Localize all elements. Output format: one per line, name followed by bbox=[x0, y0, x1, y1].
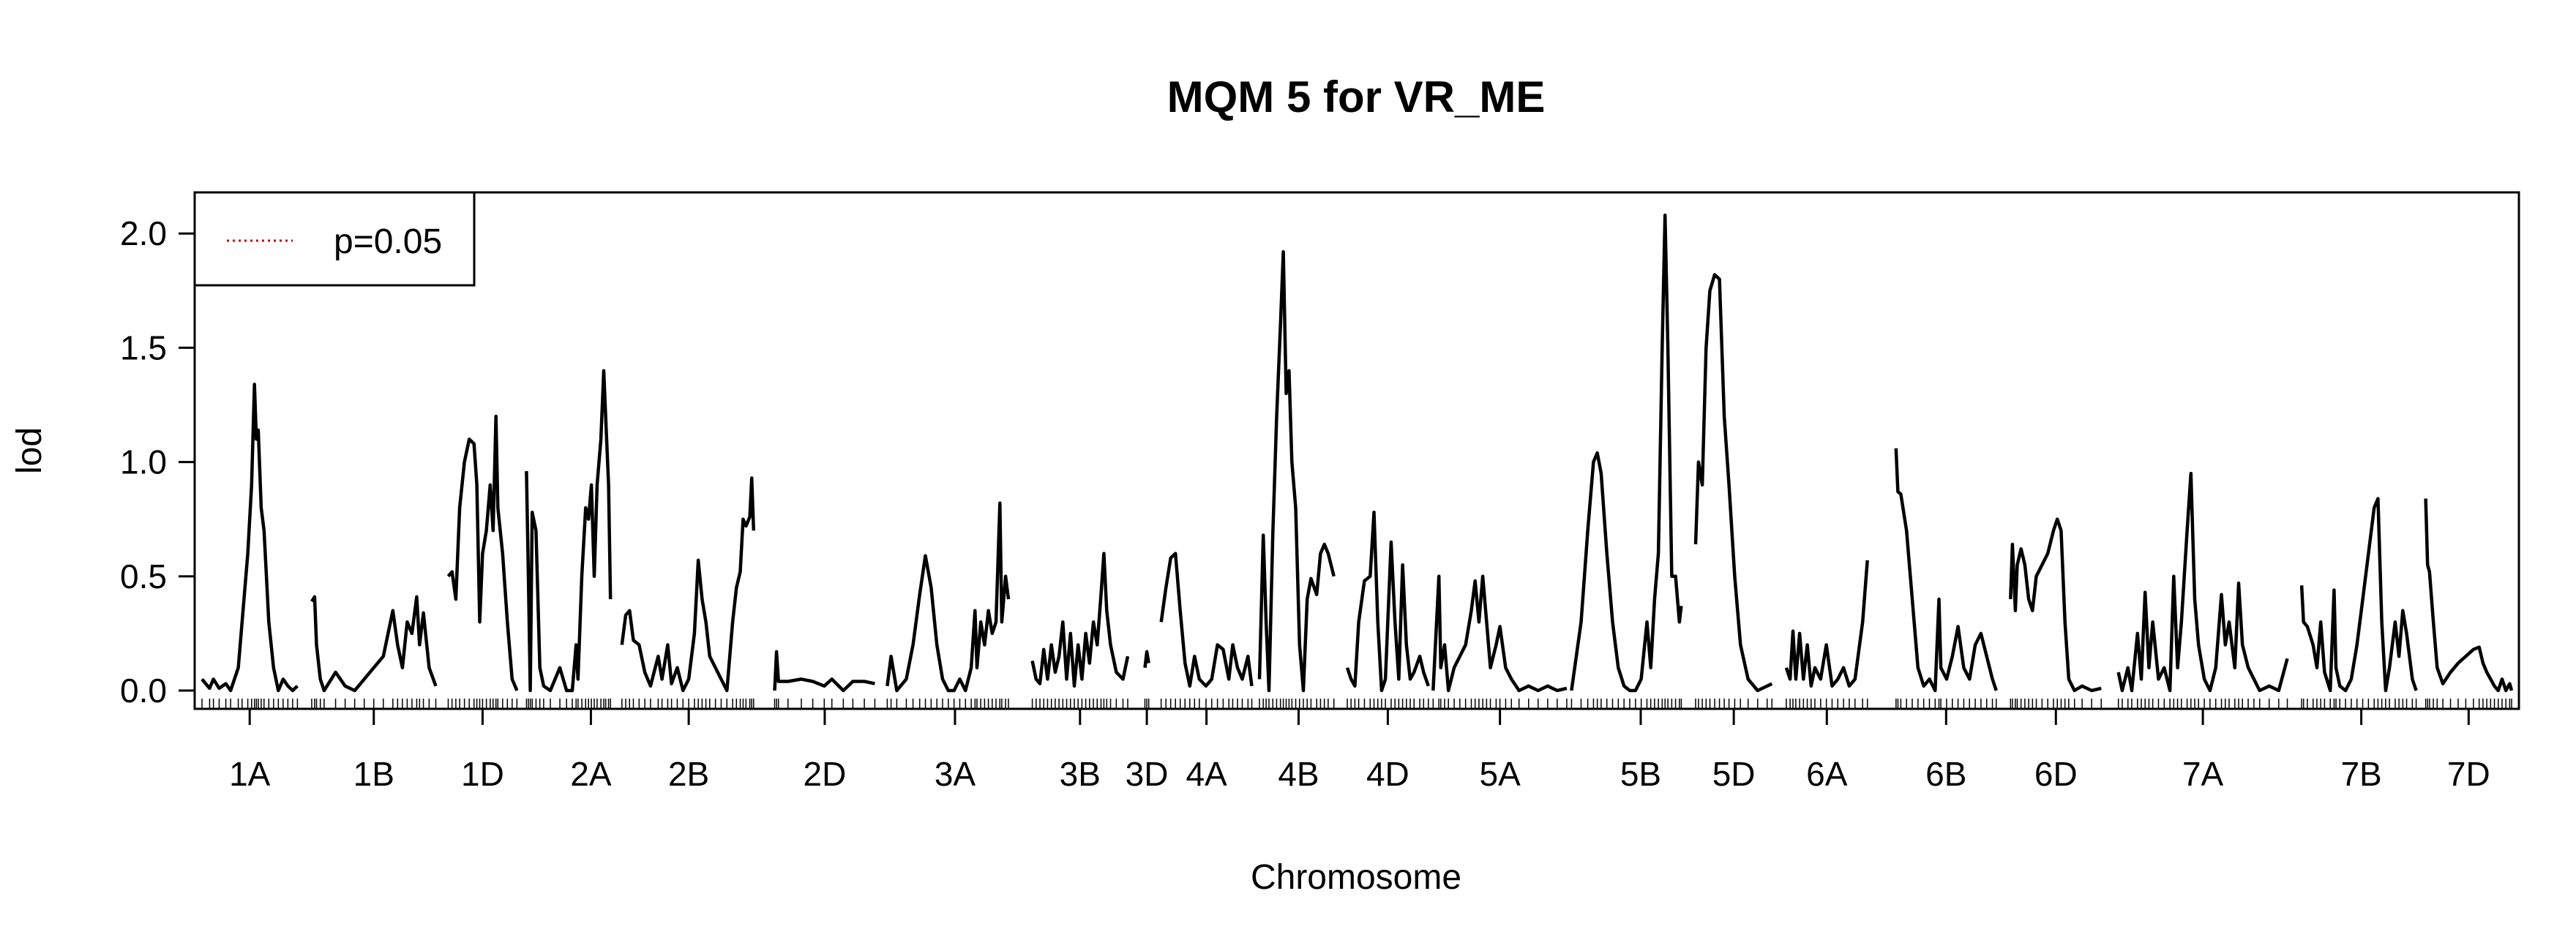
x-tick-label-6D: 6D bbox=[2034, 755, 2078, 793]
chart-title: MQM 5 for VR_ME bbox=[1167, 72, 1546, 121]
x-tick-label-3B: 3B bbox=[1060, 755, 1101, 793]
lod-curve-7D bbox=[2424, 498, 2514, 693]
lod-curve-4D bbox=[1345, 511, 1430, 693]
lod-curve-6A bbox=[1784, 560, 1869, 688]
lod-curve-1A bbox=[201, 383, 299, 693]
y-tick-label-0: 0.0 bbox=[120, 672, 167, 710]
x-tick-label-3A: 3A bbox=[935, 755, 976, 793]
y-tick-label-2: 1.0 bbox=[120, 443, 167, 481]
marker-rug bbox=[201, 699, 2512, 709]
legend: p=0.05 bbox=[193, 191, 476, 287]
lod-curve-1B bbox=[310, 595, 438, 693]
x-tick-label-2D: 2D bbox=[804, 755, 847, 793]
legend-label: p=0.05 bbox=[334, 222, 442, 261]
legend-box bbox=[193, 191, 476, 287]
lod-curve-7A bbox=[2116, 471, 2289, 693]
x-tick-label-6B: 6B bbox=[1925, 755, 1966, 793]
lod-curve-7B bbox=[2299, 497, 2418, 693]
x-tick-label-1B: 1B bbox=[353, 755, 394, 793]
lod-curve-5A bbox=[1431, 574, 1568, 693]
lod-curve-6D bbox=[2009, 517, 2102, 693]
x-axis-label: Chromosome bbox=[1251, 858, 1461, 897]
x-tick-label-4D: 4D bbox=[1366, 755, 1409, 793]
lod-curve-5B bbox=[1570, 213, 1683, 693]
x-tick-label-6A: 6A bbox=[1806, 755, 1848, 793]
lod-curve-1D bbox=[446, 414, 519, 691]
plot-frame bbox=[193, 191, 2520, 710]
y-axis-label: lod bbox=[10, 427, 49, 474]
x-tick-label-4B: 4B bbox=[1278, 755, 1319, 793]
x-tick-label-7B: 7B bbox=[2340, 755, 2381, 793]
lod-curve-3A bbox=[886, 501, 1011, 693]
lod-curve-2B bbox=[620, 476, 756, 693]
x-tick-label-5A: 5A bbox=[1479, 755, 1521, 793]
lod-curve-5D bbox=[1693, 273, 1773, 693]
x-tick-label-7D: 7D bbox=[2447, 755, 2490, 793]
y-tick-label-4: 2.0 bbox=[120, 214, 167, 252]
x-tick-label-5D: 5D bbox=[1712, 755, 1756, 793]
y-tick-label-3: 1.5 bbox=[120, 328, 167, 366]
x-tick-label-2B: 2B bbox=[668, 755, 709, 793]
x-tick-label-1D: 1D bbox=[461, 755, 504, 793]
lod-curve-6B bbox=[1894, 448, 1998, 693]
lod-curve-4B bbox=[1257, 249, 1336, 693]
lod-curves bbox=[201, 213, 2514, 693]
x-tick-label-2A: 2A bbox=[570, 755, 612, 793]
lod-curve-4A bbox=[1159, 552, 1254, 688]
lod-curve-3B bbox=[1030, 552, 1130, 688]
x-tick-label-1A: 1A bbox=[229, 755, 271, 793]
x-axis: 1A 1B 1D 2A 2B 2D 3A 3B 3D 4A 4B 4D 5A 5B 5D 6A 6B 6D 7A 7B… bbox=[229, 709, 2490, 793]
lod-curve-3D bbox=[1143, 650, 1150, 669]
y-axis: 0.0 0.5 1.0 1.5 2.0 bbox=[120, 214, 195, 710]
y-tick-label-1: 0.5 bbox=[120, 557, 167, 595]
x-tick-label-3D: 3D bbox=[1126, 755, 1169, 793]
x-tick-label-7A: 7A bbox=[2182, 755, 2224, 793]
x-tick-label-5B: 5B bbox=[1620, 755, 1661, 793]
lod-curve-2D bbox=[773, 650, 875, 693]
x-tick-label-4A: 4A bbox=[1186, 755, 1227, 793]
lod-curve-2A bbox=[525, 369, 613, 693]
